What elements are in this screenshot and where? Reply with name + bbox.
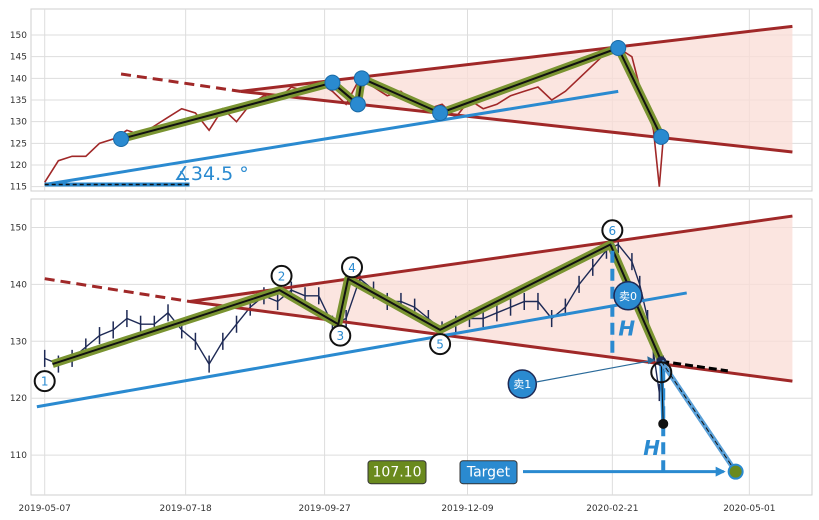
wave-label-circle: [329, 324, 352, 347]
wave-label-circle: [270, 264, 293, 287]
top-y-tick-label: 145: [10, 53, 27, 63]
h-label-lower: H: [643, 436, 660, 460]
wave-pivot-dot: [432, 105, 449, 121]
breakout-dot: [658, 418, 669, 429]
x-tick-label: 2019-07-18: [159, 504, 212, 514]
sell-marker-pointer: [536, 359, 654, 383]
x-tick-label: 2019-09-27: [298, 504, 350, 514]
sell-marker-label: 卖0: [619, 290, 637, 303]
wave-label-circle: [341, 256, 364, 279]
target-box-bg: [459, 460, 518, 485]
bottom-y-tick-label: 140: [10, 280, 27, 290]
resistance-line: [189, 214, 793, 303]
wave-pivot-dot: [610, 40, 627, 56]
target-value-box: 107.10: [367, 460, 427, 485]
target-arrowhead: [715, 466, 726, 477]
breakdown-leg-core: [660, 361, 664, 424]
wave-label-3: 3: [336, 329, 344, 343]
sell-marker-label: 卖1: [513, 378, 531, 391]
wave-line: [52, 243, 663, 366]
x-tick-label: 2019-12-09: [441, 504, 494, 514]
h-label-upper: H: [618, 317, 635, 341]
wave-label-5: 5: [436, 338, 444, 352]
trend-line: [44, 89, 619, 186]
wave-pivot-dot: [349, 96, 366, 113]
top-y-tick-label: 150: [10, 31, 27, 41]
x-tick-label: 2019-05-07: [19, 504, 71, 514]
wave-label-circle: [601, 219, 624, 242]
bottom-y-ticks: 110 120 130 140 150: [10, 223, 27, 461]
top-plot: [44, 24, 793, 187]
support-line: [240, 89, 793, 154]
wedge-fill: [189, 216, 793, 382]
wave-label-1: 1: [41, 375, 49, 389]
bottom-plot: [36, 214, 793, 480]
wave-label-circle: [429, 333, 452, 356]
wave-label-2: 2: [278, 269, 286, 283]
support-line: [189, 299, 793, 383]
bottom-y-tick-label: 120: [10, 394, 27, 404]
target-value-box-bg: [367, 460, 427, 485]
top-y-tick-label: 120: [10, 161, 27, 171]
wave-pivot-dot: [113, 131, 130, 147]
x-tick-label: 2020-05-01: [723, 504, 775, 514]
top-y-tick-label: 130: [10, 118, 27, 128]
sell-marker-bubble: [613, 281, 643, 311]
trend-line: [36, 291, 687, 409]
top-y-ticks: 115 120 125 130 135 140 145 150: [10, 31, 27, 193]
top-y-tick-label: 135: [10, 96, 27, 106]
top-y-tick-label: 125: [10, 139, 27, 149]
sell-marker-arrowhead: [647, 356, 656, 365]
bottom-y-tick-label: 110: [10, 451, 27, 461]
sell-marker-bubble: [507, 369, 538, 399]
bottom-y-tick-label: 130: [10, 337, 27, 347]
top-y-tick-label: 140: [10, 74, 27, 84]
wave-pivot-dot: [324, 74, 341, 91]
annotations: ∡34.5 ° H H 107.10 Target 1 2 3 4 5 6 卖0 卖1: [33, 163, 726, 485]
wave-label-6: 6: [609, 224, 617, 238]
support-extension-line: [44, 277, 190, 303]
target-label-text: Target: [466, 465, 511, 481]
x-tick-label: 2020-02-21: [586, 504, 638, 514]
target-projection-core: [660, 360, 737, 472]
target-value-text: 107.10: [373, 465, 422, 481]
target-box: Target: [459, 460, 518, 485]
angle-label: ∡34.5 °: [174, 163, 249, 185]
support-extension-line: [120, 72, 241, 93]
wave-label-4: 4: [348, 261, 356, 275]
x-ticks: 2019-05-07 2019-07-18 2019-09-27 2019-12-09…: [19, 504, 776, 514]
wave-pivot-dot: [653, 128, 670, 145]
wave-pivot-dot: [353, 70, 370, 87]
target-dot: [727, 463, 744, 480]
bottom-y-tick-label: 150: [10, 223, 27, 233]
entry-circle: [650, 361, 673, 384]
wave-label-circle: [33, 370, 56, 393]
top-y-tick-label: 115: [10, 183, 27, 193]
